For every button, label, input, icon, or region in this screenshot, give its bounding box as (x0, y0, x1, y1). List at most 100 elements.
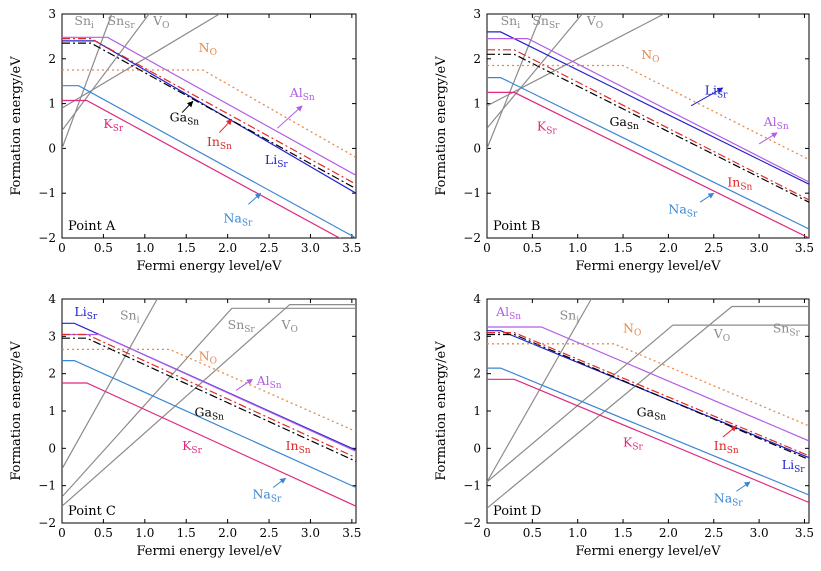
y-axis-label: Formation energy/eV (9, 56, 24, 196)
x-tick-label: 0.5 (94, 526, 113, 540)
plot-frame (486, 13, 810, 239)
series-line-in-sn (487, 49, 809, 201)
x-axis-label: Fermi energy level/eV (575, 259, 721, 274)
series-label-al-sn: AlSn (289, 85, 315, 103)
y-tick-label: 2 (473, 52, 481, 66)
annotation-arrow-li-sr (690, 87, 724, 107)
x-axis-label: Fermi energy level/eV (136, 544, 282, 559)
x-axis-label: Fermi energy level/eV (136, 259, 282, 274)
y-tick-label: −2 (38, 231, 56, 245)
x-tick-label: 2.5 (704, 526, 723, 540)
series-label-k-sr: KSr (103, 116, 124, 134)
x-tick-label: 1.0 (135, 241, 154, 255)
x-tick-label: 1.5 (614, 526, 633, 540)
series-line-sn-i (62, 14, 113, 149)
series-line-k-sr (487, 378, 809, 504)
series-label-v-o: VO (586, 13, 603, 31)
series-label-al-sn: AlSn (763, 114, 789, 132)
x-tick-label: 2.0 (659, 526, 678, 540)
annotation-arrow-na-sr (699, 192, 715, 203)
y-tick-label: 0 (48, 441, 56, 455)
x-tick-label: 0.5 (523, 241, 542, 255)
annotation-arrow-na-sr (272, 477, 287, 488)
series-line-v-o (62, 14, 220, 109)
series-label-sn-sr: SnSr (532, 13, 560, 31)
series-line-sn-i (487, 299, 592, 483)
plot-frame (61, 13, 357, 239)
y-tick-label: 1 (473, 97, 481, 111)
series-label-al-sn: AlSn (495, 304, 521, 322)
series-line-na-sr (62, 360, 356, 489)
annotation-arrow-al-sn (758, 132, 778, 145)
series-label-in-sn: InSn (714, 438, 739, 456)
series-line-sn-i (487, 14, 542, 149)
series-group (487, 299, 809, 509)
annotation-arrow-al-sn (235, 378, 253, 391)
x-tick-label: 3.5 (342, 526, 361, 540)
series-label-n-o: NO (623, 321, 641, 339)
series-label-na-sr: NaSr (668, 201, 698, 219)
series-line-v-o (62, 304, 356, 507)
x-tick-label: 1.5 (614, 241, 633, 255)
series-line-k-sr (62, 99, 341, 238)
series-label-sn-i: Sni (501, 13, 521, 31)
x-tick-label: 1.0 (568, 241, 587, 255)
y-tick-label: −1 (463, 479, 481, 493)
series-line-ga-sn (487, 53, 809, 203)
series-label-na-sr: NaSr (714, 490, 744, 508)
series-label-sn-i: Sni (74, 13, 94, 31)
series-group (62, 14, 356, 238)
y-tick-label: −1 (463, 186, 481, 200)
x-tick-label: 0 (483, 241, 491, 255)
x-tick-label: 3.5 (342, 241, 361, 255)
x-tick-label: 2.5 (259, 241, 278, 255)
series-line-in-sn (487, 332, 809, 457)
series-line-na-sr (487, 367, 809, 496)
x-tick-label: 2.0 (218, 526, 237, 540)
series-label-v-o: VO (713, 326, 730, 344)
y-tick-label: 3 (48, 7, 56, 21)
series-label-k-sr: KSr (537, 118, 558, 136)
series-label-sn-sr: SnSr (228, 317, 256, 335)
panel-label: Point A (68, 219, 116, 234)
x-axis-label: Fermi energy level/eV (575, 544, 721, 559)
x-tick-label: 3.0 (301, 241, 320, 255)
series-line-k-sr (62, 382, 356, 507)
series-label-na-sr: NaSr (223, 210, 253, 228)
y-axis-label: Formation energy/eV (9, 341, 24, 481)
series-label-ga-sn: GaSn (609, 114, 639, 132)
panel-point-d: 0 0.5 1.0 1.5 2.0 2.5 3.0 3.5 −2 −1 0 1 2 3 4 Fermi ene… (434, 292, 814, 559)
y-tick-label: 0 (473, 141, 481, 155)
annotation-arrow-in-sn (722, 425, 737, 438)
series-line-sn-sr (487, 14, 583, 129)
y-tick-label: 3 (48, 329, 56, 343)
series-line-v-o (487, 305, 809, 509)
series-label-in-sn: InSn (727, 174, 752, 192)
series-label-in-sn: InSn (286, 438, 311, 456)
series-label-v-o: VO (280, 317, 297, 335)
y-tick-label: −1 (38, 479, 56, 493)
y-tick-label: 3 (473, 329, 481, 343)
y-tick-label: 2 (48, 52, 56, 66)
series-label-v-o: VO (152, 13, 169, 31)
series-line-sn-sr (62, 307, 356, 498)
series-line-sn-sr (62, 14, 150, 131)
annotation-arrow-in-sn (218, 118, 233, 134)
x-tick-label: 3.0 (750, 241, 769, 255)
series-line-in-sn (62, 37, 356, 185)
x-tick-label: 1.0 (568, 526, 587, 540)
y-tick-label: 1 (48, 97, 56, 111)
y-tick-label: −2 (38, 516, 56, 530)
series-label-li-sr: LiSr (265, 152, 288, 170)
y-tick-label: 3 (473, 7, 481, 21)
panel-point-c: 0 0.5 1.0 1.5 2.0 2.5 3.0 3.5 −2 −1 0 1 2 3 4 Fermi ene… (9, 292, 361, 559)
y-tick-label: 1 (48, 404, 56, 418)
y-tick-label: 4 (473, 292, 481, 306)
y-tick-label: 0 (473, 441, 481, 455)
x-tick-label: 0.5 (94, 241, 113, 255)
series-line-n-o (62, 348, 356, 433)
x-tick-label: 2.0 (218, 241, 237, 255)
x-tick-label: 1.0 (135, 526, 154, 540)
y-tick-label: −2 (463, 231, 481, 245)
